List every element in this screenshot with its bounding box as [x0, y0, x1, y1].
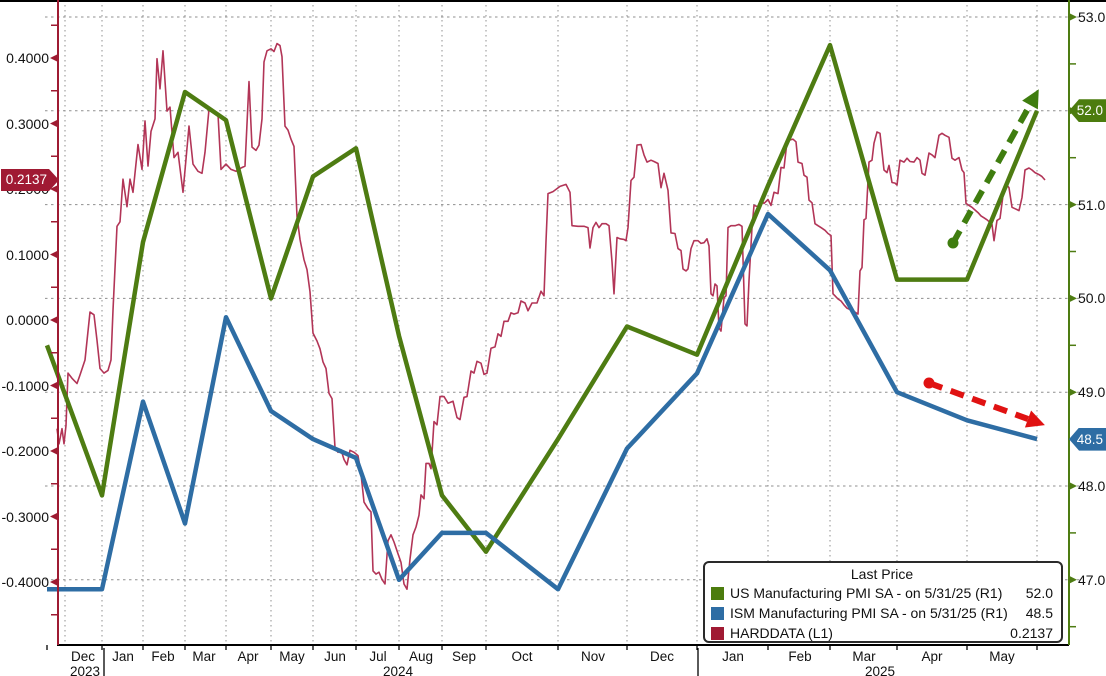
left-axis-label: 0.0000 [6, 312, 49, 328]
x-axis-month-label: Mar [852, 649, 876, 664]
right-axis-major-tick [1069, 200, 1077, 209]
left-axis-label: 0.1000 [6, 246, 49, 263]
right-axis-major-tick [1069, 482, 1077, 490]
legend-title: Last Price [850, 566, 914, 582]
left-axis-label: -0.3000 [1, 508, 49, 525]
x-axis-year-label: 2023 [69, 664, 101, 676]
left-axis-label: -0.4000 [1, 574, 49, 590]
harddata-line [56, 42, 1046, 591]
x-axis-month-label: Dec [649, 649, 675, 664]
x-axis-month-label: Apr [237, 649, 259, 664]
crimson-swatch-icon [711, 626, 724, 640]
legend-value: 52.0 [1025, 585, 1053, 601]
right-axis-label: 49.0 [1078, 384, 1106, 401]
x-axis-year-label: 2025 [864, 664, 896, 676]
red-trend-arrow-dot [923, 377, 935, 389]
left-axis-label: 0.4000 [6, 50, 49, 66]
green-trend-arrow-shaft [950, 103, 1033, 245]
legend-label: ISM Manufacturing PMI SA - on 5/31/25 (R… [730, 605, 1008, 621]
left-axis-label: -0.1000 [1, 377, 49, 394]
red-trend-arrow-head [1024, 410, 1045, 428]
red-trend-arrow-shaft [927, 380, 1030, 422]
legend-row-harddata: HARDDATA (L1) 0.2137 [711, 623, 1053, 643]
legend-label: HARDDATA (L1) [730, 625, 833, 641]
x-axis-month-label: Jul [369, 649, 387, 664]
left-axis-major-tick [50, 250, 58, 259]
x-axis-month-label: Jan [722, 649, 744, 664]
left-axis-major-tick [50, 447, 58, 455]
x-axis-month-label: Dec [70, 649, 96, 664]
left-axis-major-tick [50, 316, 58, 324]
x-axis-month-label: May [989, 649, 1015, 664]
x-axis-month-label: May [279, 649, 305, 664]
green-trend-arrow-head [1022, 89, 1039, 110]
left-axis-major-tick [50, 381, 58, 390]
right-axis-major-tick [1069, 388, 1077, 397]
left-axis-major-tick [50, 54, 58, 62]
legend-value: 0.2137 [1010, 625, 1053, 641]
x-axis-month-label: Jan [112, 649, 134, 664]
right-axis-label: 51.0 [1078, 196, 1106, 213]
legend-value: 48.5 [1025, 605, 1053, 621]
left-axis-major-tick [50, 185, 58, 193]
ism-pmi-line [47, 211, 1038, 592]
x-axis-month-label: Nov [580, 649, 606, 664]
legend-row-ism-pmi: ISM Manufacturing PMI SA - on 5/31/25 (R… [711, 603, 1053, 623]
legend-row-us-pmi: US Manufacturing PMI SA - on 5/31/25 (R1… [711, 583, 1053, 603]
left-axis-label: -0.2000 [1, 443, 49, 459]
left-axis-major-tick [50, 119, 58, 128]
harddata-last-value-badge: 0.2137 [1, 169, 59, 192]
right-axis-label: 48.0 [1078, 478, 1106, 494]
left-axis-major-tick [50, 578, 58, 586]
green-trend-arrow-dot [947, 237, 959, 249]
x-axis-month-label: Feb [788, 649, 812, 664]
green-swatch-icon [711, 586, 724, 600]
right-axis-major-tick [1069, 13, 1077, 21]
x-axis-month-label: Feb [151, 649, 175, 664]
x-axis-month-label: Mar [192, 649, 216, 664]
x-axis-month-label: Apr [921, 649, 943, 664]
us-pmi-line [44, 42, 1040, 554]
x-axis-year-label: 2024 [382, 664, 414, 676]
x-axis-month-label: Sep [451, 649, 477, 664]
right-axis-label: 50.0 [1078, 290, 1106, 307]
right-axis-label: 53.0 [1078, 9, 1106, 25]
legend-label: US Manufacturing PMI SA - on 5/31/25 (R1… [730, 585, 1003, 601]
left-axis-label: 0.3000 [6, 115, 49, 132]
right-axis-label: 47.0 [1078, 571, 1106, 588]
right-axis-major-tick [1069, 294, 1077, 303]
x-axis-month-label: Oct [511, 649, 533, 664]
ism-pmi-last-value-badge: 48.5 [1069, 427, 1106, 451]
us-pmi-last-value-badge: 52.0 [1069, 99, 1106, 123]
x-axis-month-label: Aug [408, 649, 434, 664]
blue-swatch-icon [711, 606, 724, 620]
right-axis-major-tick [1069, 575, 1077, 584]
left-axis-major-tick [50, 512, 58, 521]
legend-box: Last Price US Manufacturing PMI SA - on … [703, 561, 1063, 643]
x-axis-month-label: Jun [324, 649, 346, 664]
